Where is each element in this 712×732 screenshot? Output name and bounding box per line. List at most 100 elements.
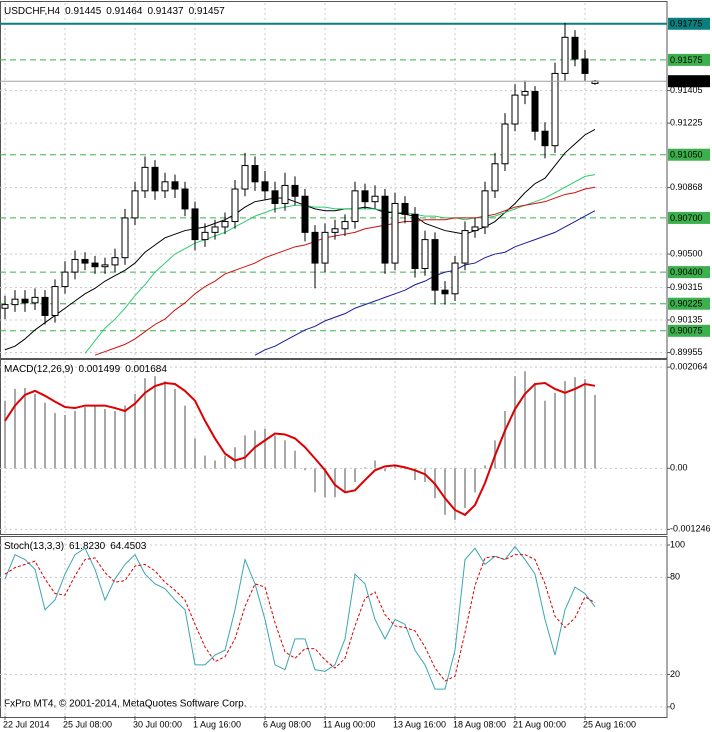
indicator-title: MACD(12,26,9) — [4, 364, 73, 375]
histogram-bar — [24, 387, 26, 469]
candle-body — [81, 258, 89, 264]
histogram-bar — [304, 468, 306, 471]
panel-header: Stoch(13,3,3) 61.8230 64.4503 — [4, 541, 147, 552]
candle-body — [61, 271, 69, 288]
candle-body — [281, 184, 289, 204]
histogram-bar — [84, 407, 86, 469]
histogram-bar — [444, 468, 446, 515]
header-value: 61.8230 — [69, 541, 106, 552]
y-tick-label: 0.00 — [670, 463, 688, 473]
level-box — [668, 324, 710, 337]
candle-body — [71, 258, 79, 273]
histogram-bar — [64, 414, 66, 469]
histogram-bar — [514, 376, 516, 469]
candle-body — [21, 298, 29, 304]
y-tick-label: -0.001246 — [670, 524, 711, 534]
indicator-line — [4, 382, 596, 517]
histogram-bar — [484, 465, 486, 469]
candle-body — [191, 208, 199, 241]
level-label: 0.91575 — [670, 55, 703, 65]
candle-body — [31, 296, 39, 304]
candle-body — [501, 123, 509, 165]
histogram-bar — [464, 468, 466, 509]
indicator-line — [4, 128, 596, 351]
last-price-label: 0.91457 — [670, 76, 703, 86]
level-box — [668, 297, 710, 310]
header-close: 0.91457 — [189, 6, 226, 17]
candle-body — [491, 163, 499, 192]
histogram-bar — [314, 468, 316, 493]
panel-header: USDCHF,H4 0.91445 0.91464 0.91437 0.91457 — [4, 6, 225, 17]
candle-body — [341, 221, 349, 230]
symbol-title: USDCHF,H4 — [4, 6, 61, 17]
panel-frame — [0, 359, 668, 535]
histogram-bar — [4, 400, 6, 469]
histogram-bar — [564, 381, 566, 469]
candle-body — [231, 188, 239, 223]
histogram-bar — [204, 455, 206, 469]
x-tick-label: 25 Aug 16:00 — [583, 719, 636, 729]
panel-header: MACD(12,26,9) 0.001499 0.001684 — [4, 364, 167, 375]
histogram-bar — [124, 405, 126, 469]
candle-body — [441, 289, 449, 295]
histogram-bar — [154, 376, 156, 469]
indicator-line — [84, 174, 596, 354]
y-tick-label: 0.90315 — [670, 282, 703, 292]
histogram-bar — [164, 381, 166, 469]
y-tick-label: 0.002064 — [670, 362, 708, 372]
last-price-box — [668, 75, 710, 88]
histogram-bar — [274, 435, 276, 469]
candle-body — [201, 231, 209, 241]
header-low: 0.91437 — [147, 6, 184, 17]
histogram-bar — [194, 438, 196, 469]
histogram-bar — [404, 468, 406, 470]
level-box — [668, 17, 710, 30]
level-box — [668, 266, 710, 279]
candle-body — [181, 188, 189, 210]
histogram-bar — [94, 405, 96, 469]
candle-body — [471, 226, 479, 232]
candle-body — [151, 166, 159, 192]
candle-body — [531, 91, 539, 132]
candle-body — [91, 262, 99, 268]
histogram-bar — [254, 430, 256, 469]
histogram-bar — [474, 468, 476, 493]
candle-body — [451, 262, 459, 295]
candle-body — [571, 36, 579, 60]
candle-body — [401, 202, 409, 215]
histogram-bar — [334, 468, 336, 498]
x-tick-label: 21 Aug 00:00 — [513, 719, 566, 729]
candle-body — [351, 190, 359, 223]
level-label: 0.91050 — [670, 150, 703, 160]
y-tick-label: 0.91225 — [670, 117, 703, 127]
candle-body — [171, 181, 179, 190]
candle-body — [41, 296, 49, 316]
level-label: 0.90700 — [670, 213, 703, 223]
candle-body — [481, 190, 489, 228]
header-value: 64.4503 — [110, 541, 147, 552]
histogram-bar — [544, 400, 546, 469]
candle-body — [551, 72, 559, 147]
candle-body — [391, 202, 399, 264]
candle-body — [1, 304, 9, 309]
candle-body — [101, 264, 109, 268]
candle-body — [371, 195, 379, 203]
candle-body — [311, 231, 319, 264]
candle-body — [131, 190, 139, 219]
histogram-bar — [574, 377, 576, 469]
y-tick-label: 20 — [670, 669, 680, 679]
histogram-bar — [384, 468, 386, 472]
panel-frame — [0, 1, 668, 359]
level-box — [668, 211, 710, 224]
x-tick-label: 13 Aug 16:00 — [393, 719, 446, 729]
histogram-bar — [34, 393, 36, 469]
x-tick-label: 11 Aug 00:00 — [323, 719, 375, 729]
candle-body — [271, 190, 279, 204]
candle-body — [251, 165, 259, 183]
level-label: 0.90225 — [670, 299, 703, 309]
candle-body — [511, 94, 519, 125]
histogram-bar — [144, 378, 146, 469]
histogram-bar — [114, 410, 116, 469]
candle-body — [241, 165, 249, 190]
